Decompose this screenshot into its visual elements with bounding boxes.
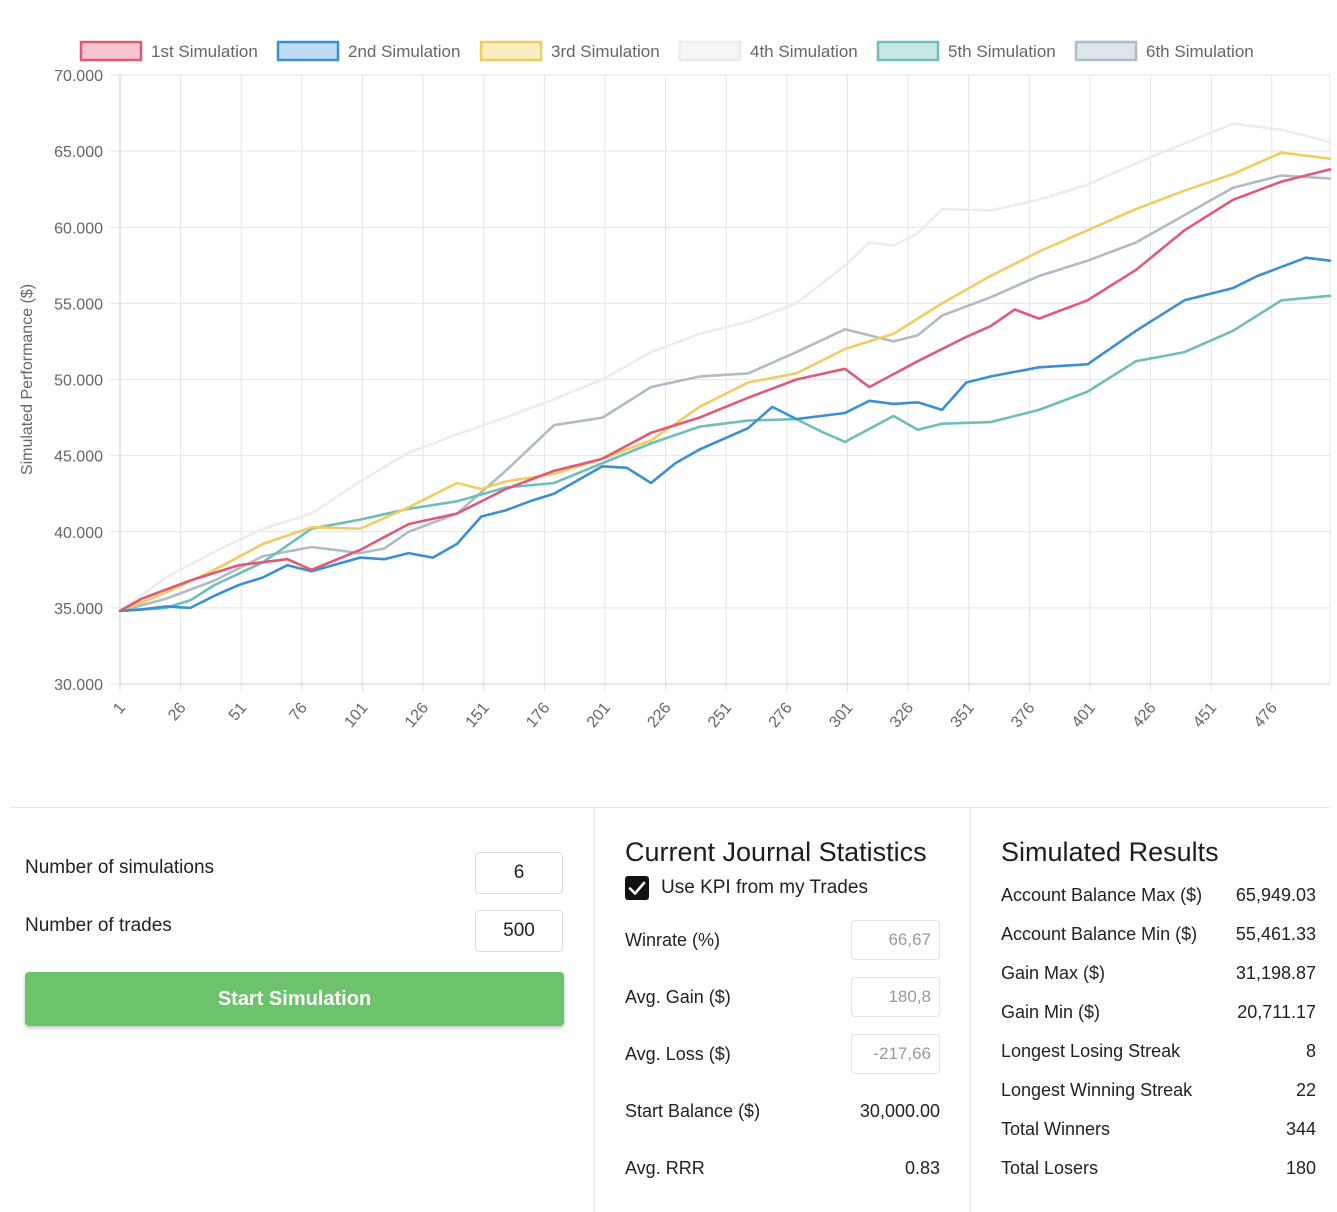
avg-loss-input[interactable]: [851, 1034, 940, 1074]
result-value: 55,461.33: [1235, 924, 1316, 944]
x-tick-label: 476: [1251, 700, 1281, 731]
column-divider: [970, 808, 971, 1212]
result-label: Account Balance Min ($): [1001, 924, 1198, 944]
winrate-label: Winrate (%): [625, 930, 721, 950]
result-label: Gain Min ($): [1001, 1002, 1101, 1022]
x-tick-label: 401: [1069, 700, 1099, 731]
y-tick-label: 50.000: [54, 373, 103, 390]
result-value: 22: [1295, 1080, 1316, 1100]
avg-rrr-value: 0.83: [904, 1158, 940, 1178]
legend-label: 4th Simulation: [750, 42, 858, 61]
result-value: 180: [1285, 1158, 1316, 1178]
performance-chart: 30.000 35.000 40.000 45.000 50.000 55.000 60.0…: [19, 40, 1332, 731]
avg-gain-label: Avg. Gain ($): [625, 987, 731, 1007]
legend-label: 5th Simulation: [948, 42, 1056, 61]
x-tick-label: 376: [1008, 700, 1038, 731]
y-tick-label: 60.000: [54, 220, 103, 237]
result-value: 344: [1285, 1119, 1316, 1139]
x-tick-label: 351: [948, 700, 978, 731]
section-divider: [10, 807, 1330, 808]
x-tick-label: 101: [341, 700, 371, 731]
legend-swatch: [678, 40, 742, 62]
legend-label: 2nd Simulation: [348, 42, 460, 61]
trades-input[interactable]: [475, 910, 563, 952]
performance-chart-svg: 30.000 35.000 40.000 45.000 50.000 55.000 60.0…: [19, 40, 1332, 731]
y-tick-label: 70.000: [54, 68, 103, 85]
series-line: [118, 174, 1332, 613]
simulations-label: Number of simulations: [25, 857, 215, 878]
legend-label: 3rd Simulation: [551, 42, 660, 61]
journal-statistics-title: Current Journal Statistics: [625, 837, 927, 867]
simulations-input[interactable]: [475, 852, 563, 894]
result-value: 65,949.03: [1235, 885, 1316, 905]
x-tick-label: 26: [165, 700, 190, 725]
legend-swatch: [876, 40, 940, 62]
result-label: Account Balance Max ($): [1001, 885, 1203, 905]
x-tick-label: 176: [523, 700, 553, 731]
legend-label: 1st Simulation: [151, 42, 258, 61]
start-simulation-button[interactable]: Start Simulation: [25, 972, 564, 1026]
x-tick-label: 276: [766, 700, 796, 731]
result-label: Longest Winning Streak: [1001, 1080, 1193, 1100]
x-tick-label: 301: [826, 700, 856, 731]
series-line: [118, 256, 1332, 613]
series-line: [118, 294, 1332, 613]
result-label: Gain Max ($): [1001, 963, 1106, 983]
legend-label: 6th Simulation: [1146, 42, 1254, 61]
result-value: 31,198.87: [1235, 963, 1316, 983]
legend-swatch: [1074, 40, 1138, 62]
x-tick-label: 251: [705, 700, 735, 731]
simulated-results-title: Simulated Results: [1001, 837, 1219, 867]
avg-rrr-label: Avg. RRR: [625, 1158, 705, 1178]
avg-loss-label: Avg. Loss ($): [625, 1044, 731, 1064]
column-divider: [594, 808, 595, 1212]
result-value: 8: [1305, 1041, 1316, 1061]
winrate-input[interactable]: [851, 920, 940, 960]
series-line: [118, 168, 1332, 613]
x-tick-label: 226: [644, 700, 674, 731]
result-label: Longest Losing Streak: [1001, 1041, 1181, 1061]
x-tick-label: 426: [1129, 700, 1159, 731]
y-axis-label: Simulated Performance ($): [19, 284, 36, 475]
x-tick-label: 76: [286, 700, 311, 725]
result-label: Total Losers: [1001, 1158, 1099, 1178]
use-kpi-label: Use KPI from my Trades: [661, 877, 868, 898]
x-tick-label: 451: [1190, 700, 1220, 731]
checkmark-icon: [628, 881, 646, 895]
trades-label: Number of trades: [25, 915, 172, 936]
result-value: 20,711.17: [1237, 1002, 1316, 1022]
y-tick-label: 65.000: [54, 144, 103, 161]
series-line: [118, 151, 1332, 613]
start-balance-label: Start Balance ($): [625, 1101, 761, 1121]
series-line: [118, 122, 1332, 613]
y-tick-label: 30.000: [54, 677, 103, 694]
x-tick-label: 126: [402, 700, 432, 731]
y-tick-label: 45.000: [54, 449, 103, 466]
y-tick-label: 55.000: [54, 296, 103, 313]
legend-swatch: [79, 40, 143, 62]
result-label: Total Winners: [1001, 1119, 1111, 1139]
avg-gain-input[interactable]: [851, 977, 940, 1017]
y-tick-label: 40.000: [54, 525, 103, 542]
x-tick-label: 1: [110, 700, 129, 718]
legend-swatch: [276, 40, 340, 62]
y-tick-label: 35.000: [54, 601, 103, 618]
x-tick-label: 326: [887, 700, 917, 731]
start-balance-value: 30,000.00: [859, 1101, 940, 1121]
x-tick-label: 201: [584, 700, 614, 731]
use-kpi-checkbox[interactable]: [625, 876, 649, 900]
x-tick-label: 51: [226, 700, 251, 725]
legend-swatch: [479, 40, 543, 62]
x-tick-label: 151: [463, 700, 493, 731]
